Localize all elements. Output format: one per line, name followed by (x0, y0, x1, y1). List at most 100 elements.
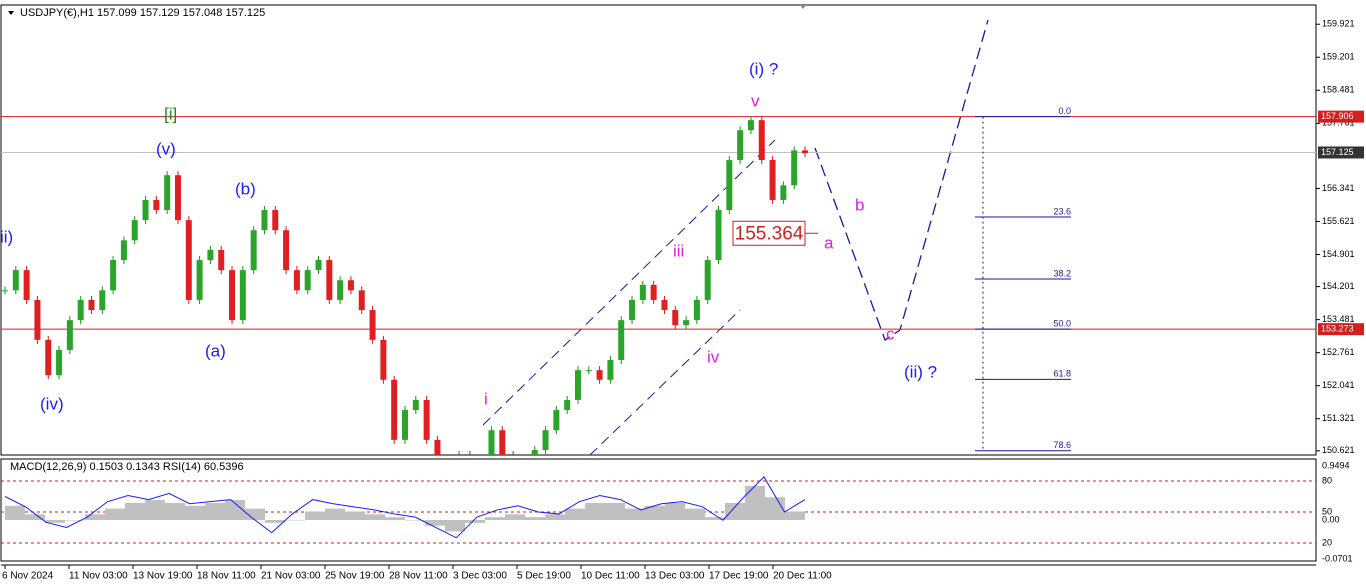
candle (88, 299, 95, 311)
candle (196, 260, 203, 300)
macd-bar (305, 511, 325, 520)
rsi-tick-label: 80 (1322, 475, 1332, 485)
candle (434, 439, 441, 455)
macd-bar (225, 500, 245, 520)
macd-bar (745, 485, 765, 520)
wave-label: a (824, 233, 834, 252)
macd-bar (5, 505, 25, 520)
macd-bar (325, 508, 345, 520)
price-tag (1318, 323, 1364, 336)
candle (542, 430, 549, 450)
macd-bar (785, 511, 805, 520)
candle (650, 284, 657, 300)
candle (164, 175, 171, 211)
candle (207, 249, 214, 261)
macd-bar (125, 502, 145, 520)
y-tick-label: 159.201 (1322, 52, 1355, 62)
wave-label: iii (673, 241, 684, 260)
macd-tick-label: -0.0701 (1322, 553, 1353, 563)
macd-bar (525, 517, 545, 520)
shift-marker (800, 5, 806, 9)
macd-bar (625, 508, 645, 520)
wave-label: (a) (205, 341, 226, 360)
candle (142, 199, 149, 221)
candle (553, 410, 560, 431)
macd-bar (465, 520, 485, 523)
macd-bar (145, 500, 165, 520)
candle (293, 270, 300, 291)
rsi-line (4, 476, 806, 539)
candle (531, 449, 538, 455)
macd-bar (585, 502, 605, 520)
x-tick-label: 10 Dec 11:00 (581, 571, 640, 582)
candle (445, 470, 451, 471)
rsi-tick-label: 20 (1322, 537, 1332, 547)
fib-label: 0.0 (1058, 106, 1071, 116)
wave-label: (iv) (40, 394, 64, 413)
candle (369, 310, 376, 340)
fib-label: 61.8 (1053, 369, 1071, 379)
y-tick-label: 150.621 (1322, 445, 1355, 455)
macd-bar (505, 514, 525, 520)
indicator-header: MACD(12,26,9) 0.1503 0.1343 RSI(14) 60.5… (10, 461, 244, 473)
candle (726, 160, 733, 211)
candle (391, 379, 398, 440)
wave-label: iv (707, 347, 720, 366)
candle (521, 460, 527, 461)
candle (380, 339, 387, 380)
candle (488, 430, 495, 455)
candle (66, 320, 73, 350)
candle (607, 360, 614, 380)
macd-bar (545, 514, 565, 520)
x-tick-label: 28 Nov 11:00 (389, 571, 448, 582)
y-tick-label: 152.041 (1322, 380, 1355, 390)
y-tick-label: 157.761 (1322, 118, 1355, 128)
y-tick-label: 159.921 (1322, 19, 1355, 29)
x-tick-label: 11 Nov 03:00 (69, 571, 128, 582)
macd-tick-label: 0.00 (1322, 514, 1340, 524)
wave-label: v (751, 91, 760, 110)
wave-label: ii) (0, 227, 13, 246)
candle (45, 339, 52, 376)
candle (747, 120, 754, 131)
projection-path (814, 19, 989, 341)
indicator-area (1, 476, 1316, 544)
candle (2, 290, 8, 292)
candle (585, 370, 592, 372)
macd-bar (365, 514, 385, 520)
candle (304, 270, 311, 291)
macd-bar (45, 520, 65, 523)
candle (337, 280, 344, 300)
candle (791, 150, 798, 186)
candle (326, 260, 333, 300)
candle (218, 249, 225, 271)
macd-bar (485, 517, 505, 520)
macd-bar (725, 502, 745, 520)
y-tick-label: 155.621 (1322, 216, 1355, 226)
macd-bar (205, 502, 225, 520)
price-box-label: 155.364 (735, 223, 804, 244)
candle (185, 220, 192, 300)
wave-label: (ii) ? (904, 362, 937, 381)
macd-bar (665, 502, 685, 520)
candle (77, 299, 84, 321)
candle (478, 470, 484, 480)
x-tick-label: 5 Dec 19:00 (517, 571, 571, 582)
macd-bar (245, 508, 265, 520)
candle (402, 410, 408, 440)
plot-area (1, 116, 1316, 480)
macd-bar (645, 505, 665, 520)
candle (99, 290, 106, 311)
candle (131, 220, 138, 241)
x-tick-label: 25 Nov 19:00 (325, 571, 385, 582)
x-tick-label: 21 Nov 03:00 (261, 571, 321, 582)
channel-line (589, 309, 741, 455)
macd-bar (65, 520, 85, 521)
candle (412, 399, 419, 411)
candle (239, 270, 246, 321)
x-tick-label: 17 Dec 19:00 (709, 571, 769, 582)
candle (693, 299, 700, 321)
candle (34, 299, 41, 340)
y-tick-label: 152.761 (1322, 347, 1355, 357)
